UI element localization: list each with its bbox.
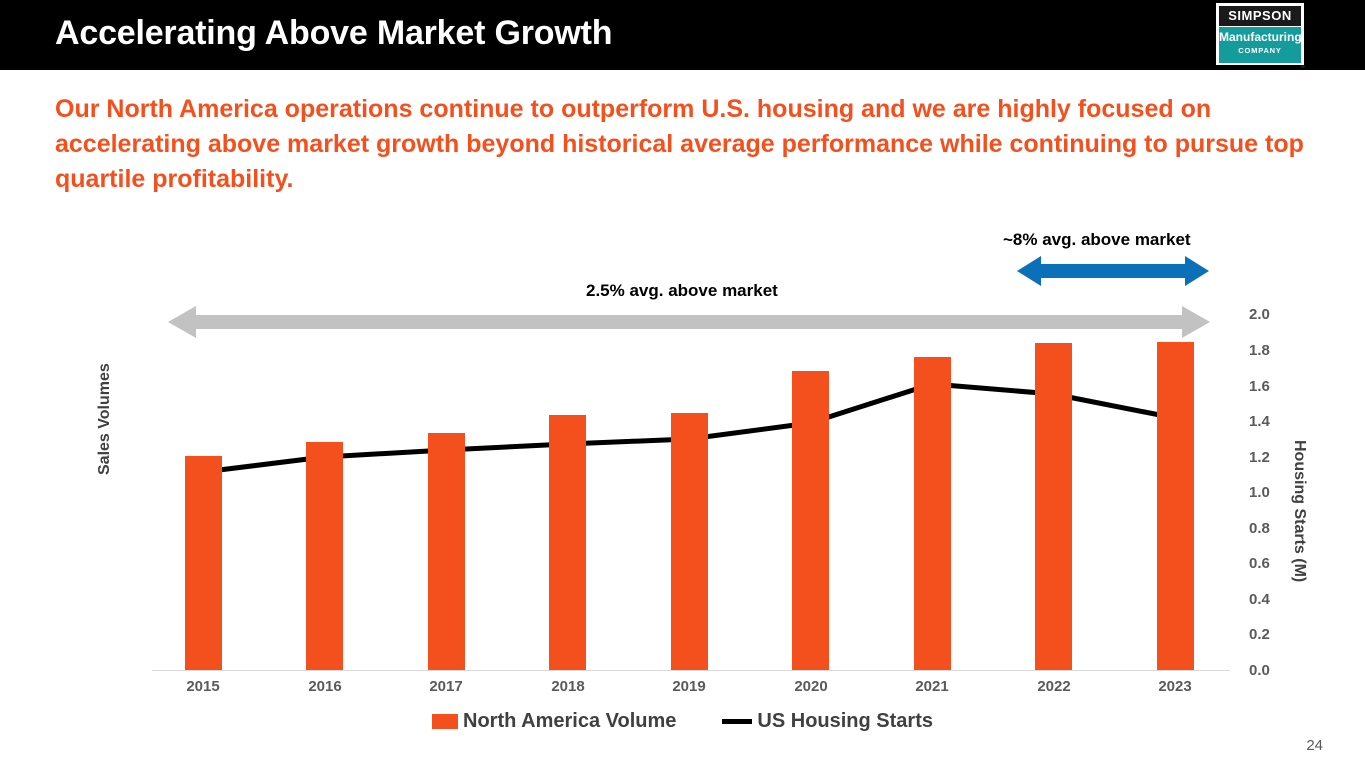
header-bar <box>0 0 1365 70</box>
subtitle-text: Our North America operations continue to… <box>55 95 1304 193</box>
x-axis-baseline <box>152 670 1230 671</box>
logo-trademark-icon: ™ <box>1300 65 1305 71</box>
bar-2018 <box>549 415 586 670</box>
y2-axis-title: Housing Starts (M) <box>1291 440 1308 583</box>
y2-tick-1-4: 1.4 <box>1249 413 1270 430</box>
y2-tick-0-0: 0.0 <box>1249 662 1270 679</box>
x-tick-2023: 2023 <box>1158 678 1192 695</box>
bar-2019 <box>671 413 708 670</box>
bar-2017 <box>428 433 465 670</box>
x-tick-2016: 2016 <box>308 678 342 695</box>
page-title: Accelerating Above Market Growth <box>55 14 613 52</box>
bar-2021 <box>914 357 951 670</box>
y2-tick-2-0: 2.0 <box>1249 306 1270 323</box>
legend-line-swatch-icon <box>722 719 753 724</box>
y2-tick-1-8: 1.8 <box>1249 342 1270 359</box>
logo-teal-block: Manufacturing COMPANY ™ <box>1219 27 1305 71</box>
gray-arrow-label: 2.5% avg. above market <box>586 281 778 300</box>
logo-manufacturing-text: Manufacturing <box>1219 30 1302 44</box>
page-number: 24 <box>1306 737 1323 754</box>
x-tick-2018: 2018 <box>551 678 585 695</box>
blue-arrow-label: ~8% avg. above market <box>1003 230 1191 249</box>
y2-tick-0-6: 0.6 <box>1249 555 1270 572</box>
simpson-manufacturing-logo: SIMPSON Manufacturing COMPANY ™ <box>1216 3 1305 71</box>
x-tick-2021: 2021 <box>915 678 949 695</box>
x-tick-2020: 2020 <box>794 678 828 695</box>
y2-tick-1-6: 1.6 <box>1249 378 1270 395</box>
bar-2015 <box>185 456 222 670</box>
bar-2020 <box>792 371 829 670</box>
legend-label-us-housing-starts: US Housing Starts <box>757 710 933 732</box>
y2-tick-1-2: 1.2 <box>1249 449 1270 466</box>
bar-2022 <box>1035 343 1072 670</box>
logo-company-text: COMPANY <box>1238 46 1282 55</box>
y2-tick-1-0: 1.0 <box>1249 484 1270 501</box>
x-tick-2017: 2017 <box>429 678 463 695</box>
legend-item-us-housing-starts: US Housing Starts <box>722 710 933 733</box>
legend-item-north-america-volume: North America Volume <box>432 710 676 733</box>
legend-label-north-america-volume: North America Volume <box>463 710 677 732</box>
y2-tick-0-4: 0.4 <box>1249 591 1270 608</box>
gray-double-arrow-icon <box>168 306 1210 338</box>
x-tick-2022: 2022 <box>1037 678 1071 695</box>
bar-2023 <box>1157 342 1194 670</box>
y-axis-title: Sales Volumes <box>96 363 113 475</box>
bar-2016 <box>306 442 343 670</box>
blue-double-arrow-icon <box>1017 256 1209 286</box>
y2-tick-0-8: 0.8 <box>1249 520 1270 537</box>
x-tick-2015: 2015 <box>186 678 220 695</box>
logo-simpson-text: SIMPSON <box>1219 6 1301 26</box>
y2-tick-0-2: 0.2 <box>1249 626 1270 643</box>
x-tick-2019: 2019 <box>672 678 706 695</box>
chart-legend: North America Volume US Housing Starts <box>0 710 1365 733</box>
legend-bar-swatch-icon <box>432 714 459 729</box>
